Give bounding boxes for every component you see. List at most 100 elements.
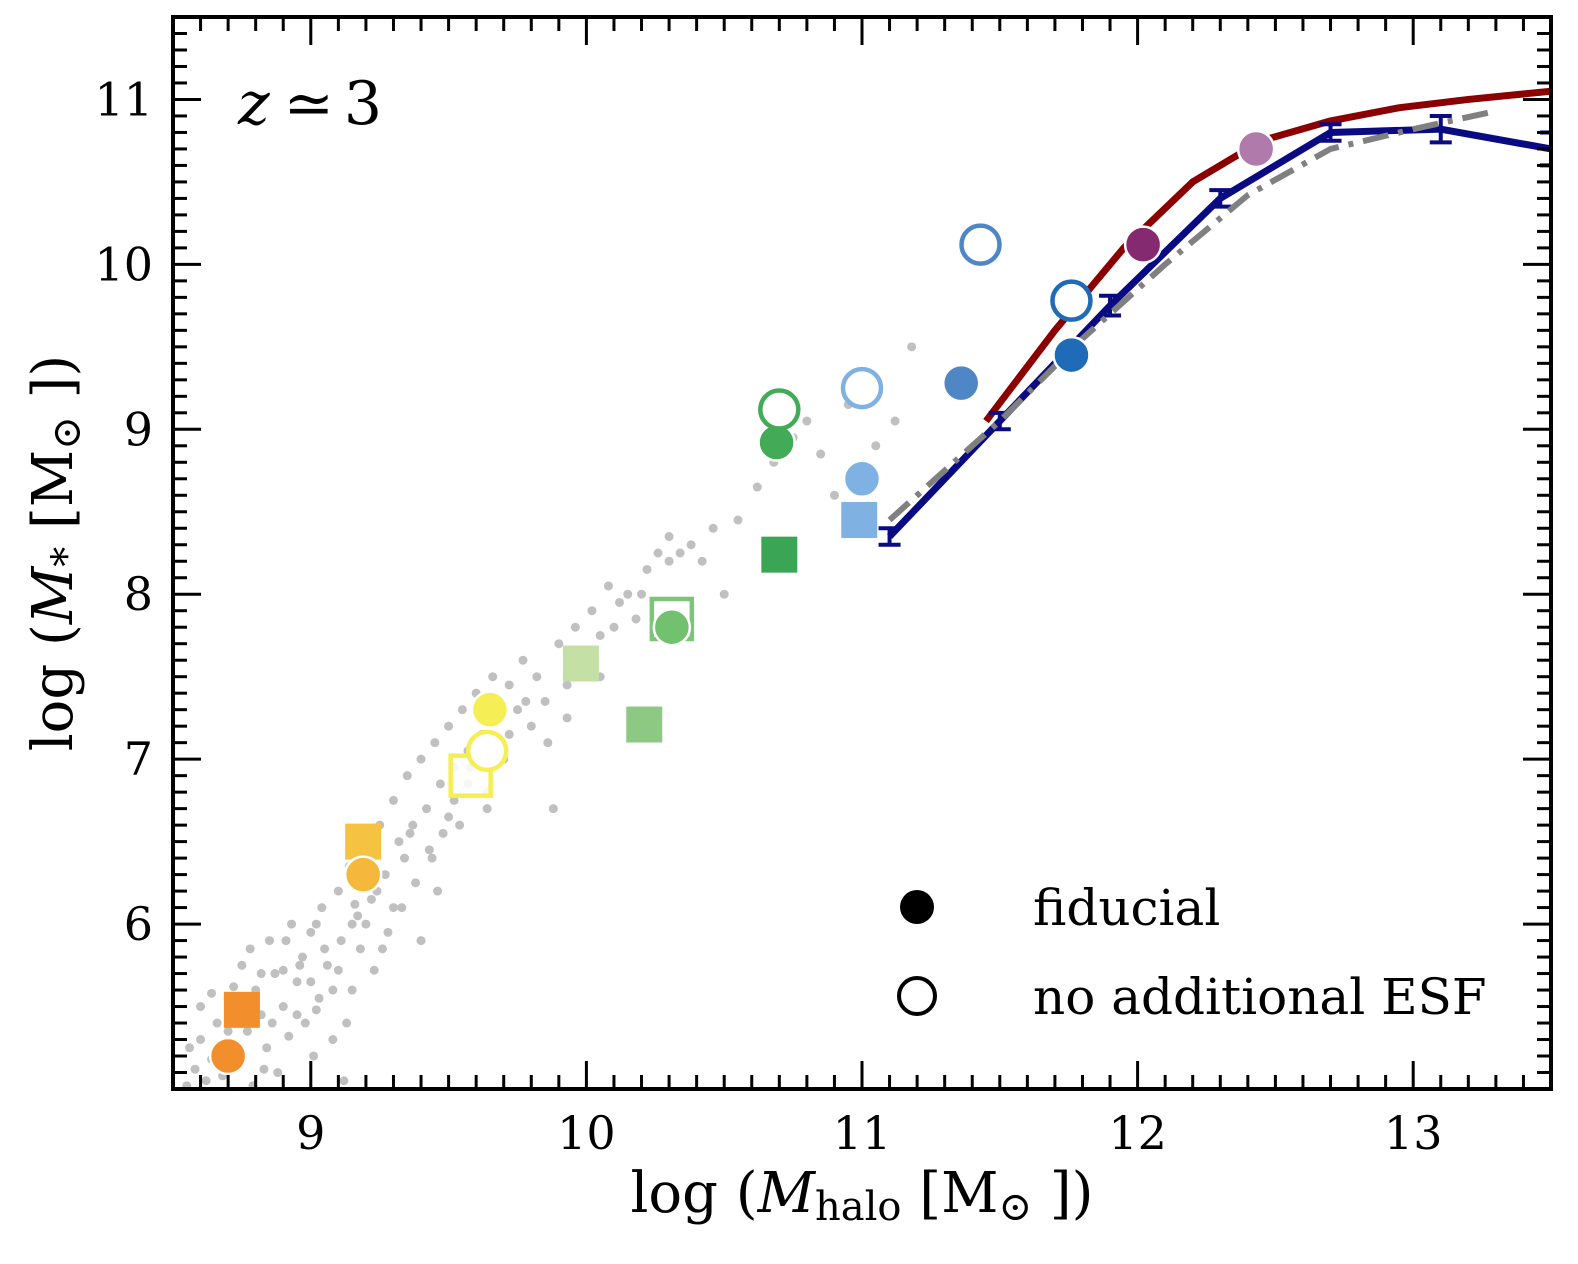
background-point — [190, 1064, 200, 1074]
plot-frame — [171, 15, 1553, 1091]
background-point — [317, 903, 327, 913]
background-point — [342, 1018, 352, 1028]
background-point — [350, 899, 360, 909]
background-point — [416, 936, 426, 946]
y-tick-label: 11 — [94, 72, 153, 126]
background-point — [242, 1026, 252, 1036]
background-point — [708, 523, 718, 533]
x-axis-title-pre: log ( — [631, 1161, 758, 1226]
background-point — [438, 828, 448, 838]
background-point — [292, 977, 302, 987]
background-point — [322, 960, 332, 970]
background-point — [328, 985, 338, 995]
background-point — [642, 564, 652, 574]
y-axis-title-unit: [M — [21, 450, 86, 547]
background-point — [540, 696, 550, 706]
point-filled-square — [761, 536, 798, 573]
background-point — [185, 1043, 195, 1053]
background-point — [278, 965, 288, 975]
background-point — [298, 952, 308, 962]
background-point — [388, 795, 398, 805]
background-point — [521, 696, 531, 706]
point-filled-circle — [1123, 225, 1163, 264]
background-point — [890, 416, 900, 426]
background-point — [320, 944, 330, 954]
background-point — [397, 903, 407, 913]
background-point — [457, 705, 467, 715]
background-point — [543, 738, 553, 748]
data-markers — [208, 129, 1276, 1076]
background-point — [229, 982, 239, 992]
background-point — [907, 342, 917, 352]
background-point — [416, 754, 426, 764]
background-point — [278, 1002, 288, 1012]
y-tick-label: 7 — [124, 732, 153, 786]
legend-filled-circle-icon — [900, 890, 934, 924]
background-point — [433, 886, 443, 896]
point-filled-circle — [343, 855, 383, 894]
y-axis-title-pre: log ( — [21, 624, 86, 751]
axis-ticks — [171, 15, 1553, 1091]
background-point — [281, 936, 291, 946]
background-point — [427, 853, 437, 863]
legend-open-circle-icon — [897, 976, 937, 1016]
background-point — [664, 532, 674, 542]
background-point — [328, 1035, 338, 1045]
background-point — [570, 622, 580, 632]
x-tick-label: 11 — [833, 1106, 892, 1160]
y-axis-title-var: M — [21, 565, 86, 625]
background-point — [347, 919, 357, 929]
background-point — [444, 721, 454, 731]
background-point — [394, 837, 404, 847]
background-point — [361, 919, 371, 929]
background-point — [488, 672, 498, 682]
point-filled-circle — [941, 363, 981, 403]
redshift-value: 3 — [344, 69, 382, 139]
background-point — [554, 639, 564, 649]
background-point — [353, 911, 363, 921]
background-point — [405, 828, 415, 838]
point-filled-circle — [208, 1036, 248, 1076]
background-point — [339, 1076, 349, 1086]
background-point — [223, 1026, 233, 1036]
background-point — [675, 548, 685, 558]
point-open-circle — [758, 388, 801, 431]
background-point — [532, 672, 542, 682]
background-point — [295, 960, 305, 970]
background-point — [816, 449, 826, 459]
background-point — [212, 1018, 222, 1028]
background-point — [245, 944, 255, 954]
y-axis-title: log (M* [M⊙ ]) — [21, 355, 90, 751]
x-axis-title-unit: [M — [901, 1161, 998, 1226]
point-open-circle — [840, 366, 884, 410]
tick-labels: 9 10 11 12 13 6 7 8 9 10 11 — [94, 72, 1442, 1160]
x-tick-label: 13 — [1384, 1106, 1443, 1160]
gray-dashdot-line — [887, 108, 1497, 523]
background-point — [311, 919, 321, 929]
point-open-circle — [959, 223, 1002, 266]
x-tick-label: 12 — [1108, 1106, 1167, 1160]
background-point — [513, 705, 522, 715]
point-filled-circle — [842, 459, 882, 499]
background-point — [595, 630, 605, 640]
point-open-circle — [1050, 279, 1093, 322]
background-point — [355, 944, 365, 954]
background-point — [802, 416, 812, 426]
background-point — [424, 845, 434, 855]
background-point — [562, 713, 572, 723]
background-point — [402, 771, 412, 781]
background-point — [435, 779, 445, 789]
background-point — [653, 548, 663, 558]
background-point — [311, 1005, 321, 1015]
y-tick-label: 8 — [124, 567, 153, 621]
point-open-circle — [465, 729, 509, 773]
background-point — [444, 812, 454, 822]
background-point — [333, 886, 343, 896]
background-point — [259, 1064, 269, 1074]
background-point — [377, 944, 387, 954]
background-point — [264, 936, 274, 946]
x-tick-label: 10 — [557, 1106, 616, 1160]
background-point — [548, 804, 558, 814]
point-filled-circle — [1236, 129, 1276, 169]
background-point — [309, 1051, 319, 1061]
